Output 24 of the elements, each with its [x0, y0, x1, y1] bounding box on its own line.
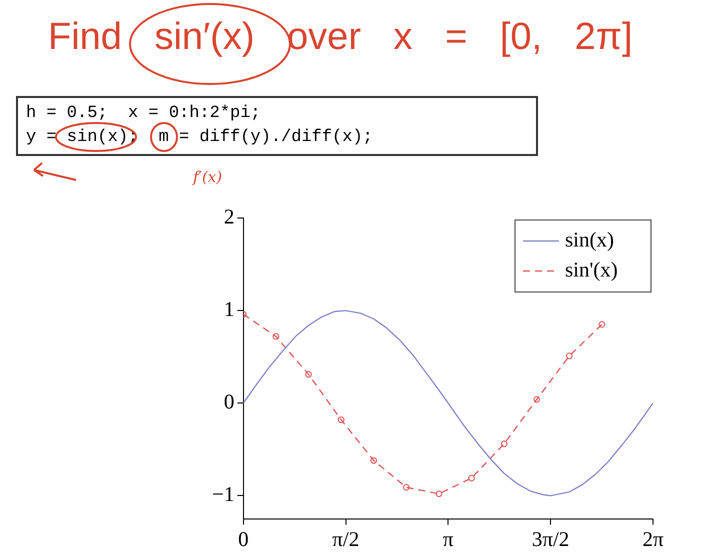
- x-tick-label: 3π/2: [532, 526, 570, 551]
- text: f′(x): [193, 168, 222, 186]
- x-tick-label: 2π: [642, 526, 664, 551]
- text: h = 0.5; x = 0:h:2*pi;: [26, 104, 261, 123]
- point: [436, 490, 442, 498]
- y-tick-label: 1: [224, 297, 234, 322]
- point: [403, 484, 410, 491]
- point: [468, 474, 475, 482]
- point: [338, 416, 344, 424]
- y-tick-label: −1: [212, 482, 234, 506]
- y-tick-label: 2: [224, 204, 234, 229]
- x-tick-label: π/2: [332, 526, 360, 551]
- chart-title: Find sin′(x) over x = [0, 2π]: [48, 16, 633, 59]
- point: [500, 440, 508, 448]
- y-tick-label: 0: [224, 390, 234, 414]
- point: [305, 371, 312, 378]
- x-tick-label: π: [442, 526, 454, 551]
- point: [370, 457, 378, 464]
- legend-label: sin(x): [565, 228, 614, 252]
- point: [533, 396, 540, 403]
- point: [598, 321, 606, 328]
- point: [272, 333, 280, 340]
- point: [566, 352, 573, 360]
- legend-label: sin'(x): [565, 258, 618, 282]
